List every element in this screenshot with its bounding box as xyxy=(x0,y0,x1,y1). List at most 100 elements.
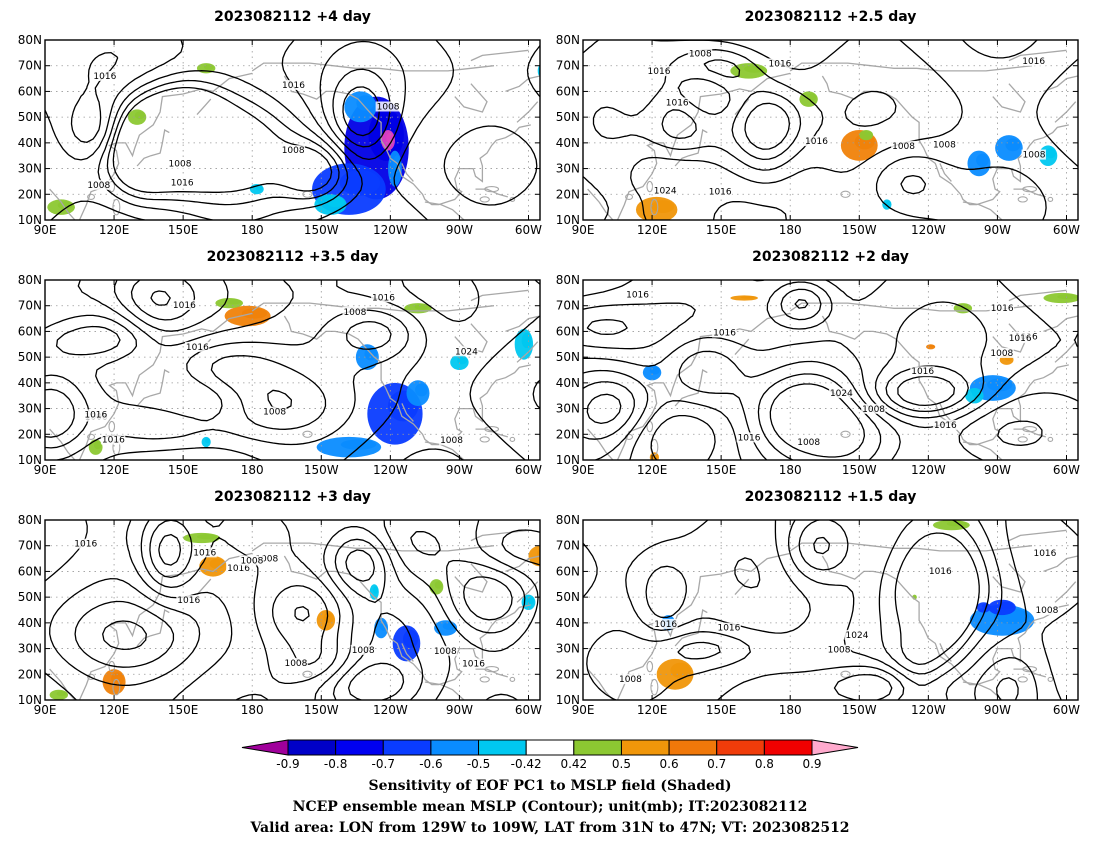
island-outline xyxy=(108,420,116,433)
contour-label-bg xyxy=(86,179,111,190)
coastline xyxy=(1008,49,1067,62)
coastline xyxy=(616,72,791,220)
lat-tick-label: 10N xyxy=(556,453,580,467)
contour-label: 1016 xyxy=(1022,57,1045,67)
colorbar-tick-label: 0.8 xyxy=(755,757,774,771)
colorbar-box xyxy=(478,739,527,756)
coastline xyxy=(1043,75,1078,93)
lon-tick-label: 60W xyxy=(1053,223,1080,237)
sensitivity-shade-core xyxy=(976,153,989,167)
sensitivity-shade-core xyxy=(864,131,873,137)
coastline xyxy=(505,75,540,93)
sensitivity-shade-core xyxy=(1083,90,1091,95)
island-outline xyxy=(479,676,490,683)
mslp-contour xyxy=(74,549,405,700)
lon-tick-label: 60W xyxy=(515,223,542,237)
coastline xyxy=(505,315,540,333)
coastline xyxy=(454,83,488,113)
lon-tick-label: 120W xyxy=(373,463,408,477)
island-outline xyxy=(1047,676,1054,683)
sensitivity-shade-core xyxy=(255,185,263,191)
lon-tick-label: 120E xyxy=(99,703,129,717)
lat-tick-label: 20N xyxy=(18,667,42,681)
contour-label: 1016 xyxy=(84,410,107,420)
coastline xyxy=(454,323,488,353)
sensitivity-shade-core xyxy=(537,549,540,558)
coastline xyxy=(1008,289,1067,302)
lat-tick-label: 40N xyxy=(556,616,580,630)
contour-label-bg xyxy=(652,185,678,196)
contour-label-bg xyxy=(989,302,1015,313)
mslp-contour xyxy=(744,102,791,150)
colorbar-tick-label: 0.5 xyxy=(612,757,631,771)
colorbar-tick-label: -0.5 xyxy=(467,757,490,771)
footer-line-1: Sensitivity of EOF PC1 to MSLP field (Sh… xyxy=(368,778,732,794)
colorbar-tick-label: -0.42 xyxy=(511,757,542,771)
colorbar-tick-label: -0.7 xyxy=(372,757,395,771)
lat-tick-label: 10N xyxy=(18,693,42,707)
contour-label: 1008 xyxy=(933,140,956,150)
lon-tick-label: 120E xyxy=(99,463,129,477)
sensitivity-shade-core xyxy=(744,65,765,73)
colorbar-box xyxy=(525,739,575,756)
lat-tick-label: 80N xyxy=(556,273,580,287)
map-frame xyxy=(44,279,541,461)
map-panel-2: 1016 1016 1016 1016 1008 1016 1008 1024 1016 1008… xyxy=(556,9,1091,237)
contour-label: 1016 xyxy=(991,304,1014,314)
lon-tick-label: 90W xyxy=(446,223,473,237)
island-outline xyxy=(87,673,96,680)
sensitivity-shade-core xyxy=(806,93,817,102)
lat-tick-label: 60N xyxy=(556,84,580,98)
colorbar-max-arrow xyxy=(811,739,859,756)
contour-label: 1016 xyxy=(929,567,952,577)
island-outline xyxy=(484,186,500,193)
lon-tick-label: 180 xyxy=(779,463,802,477)
mslp-contour xyxy=(794,299,956,407)
island-outline xyxy=(112,198,121,216)
sensitivity-shade-core xyxy=(545,286,553,291)
contour-label: 1016 xyxy=(173,301,196,311)
lat-tick-label: 50N xyxy=(556,350,580,364)
coastline xyxy=(401,403,414,422)
map-frame xyxy=(582,39,1079,221)
mslp-contour xyxy=(77,280,540,460)
lat-tick-label: 30N xyxy=(556,402,580,416)
contour-label: 1008 xyxy=(797,438,820,448)
colorbar: -0.9 -0.8 -0.7 -0.6 -0.5 -0.42 0.42 0.5 0.6 0.7 0.… xyxy=(241,739,859,771)
sensitivity-shade-core xyxy=(885,200,891,206)
lat-tick-label: 80N xyxy=(556,33,580,47)
lon-tick-label: 90E xyxy=(572,463,595,477)
lat-tick-label: 40N xyxy=(18,616,42,630)
colorbar-tick-label: 0.42 xyxy=(560,757,587,771)
lat-tick-label: 20N xyxy=(18,427,42,441)
sensitivity-shade-core xyxy=(93,441,102,450)
coastline xyxy=(939,163,952,182)
lat-tick-label: 60N xyxy=(556,564,580,578)
sensitivity-shade-core xyxy=(373,586,379,594)
contour-label-bg xyxy=(254,553,279,564)
island-outline xyxy=(625,193,634,200)
island-outline xyxy=(1022,666,1038,673)
contour-label: 1016 xyxy=(713,329,736,339)
mslp-contour xyxy=(645,557,1039,700)
contour-label: 1016 xyxy=(282,81,305,91)
map-frame xyxy=(44,39,541,221)
lat-tick-label: 50N xyxy=(556,590,580,604)
contour-label-bg xyxy=(1034,604,1059,615)
contour-label-bg xyxy=(927,565,953,576)
coastline xyxy=(136,368,170,407)
map-panel-5: 1016100810161016100810081016101610081008… xyxy=(18,489,542,717)
sensitivity-shade-core xyxy=(434,581,443,589)
sensitivity-shade xyxy=(540,285,554,295)
island-outline xyxy=(484,666,500,673)
coastline xyxy=(196,578,212,596)
contour-label-bg xyxy=(350,644,376,655)
colorbar-min-arrow xyxy=(241,739,289,756)
contour-label-bg xyxy=(432,645,458,656)
colorbar-box xyxy=(287,739,337,756)
mslp-contour xyxy=(996,677,1019,700)
coastline xyxy=(78,312,253,460)
map-panel-3: 1016100810161016101610081024101610081008… xyxy=(18,249,554,477)
coastline xyxy=(962,201,1003,220)
contour-label-bg xyxy=(171,299,197,310)
